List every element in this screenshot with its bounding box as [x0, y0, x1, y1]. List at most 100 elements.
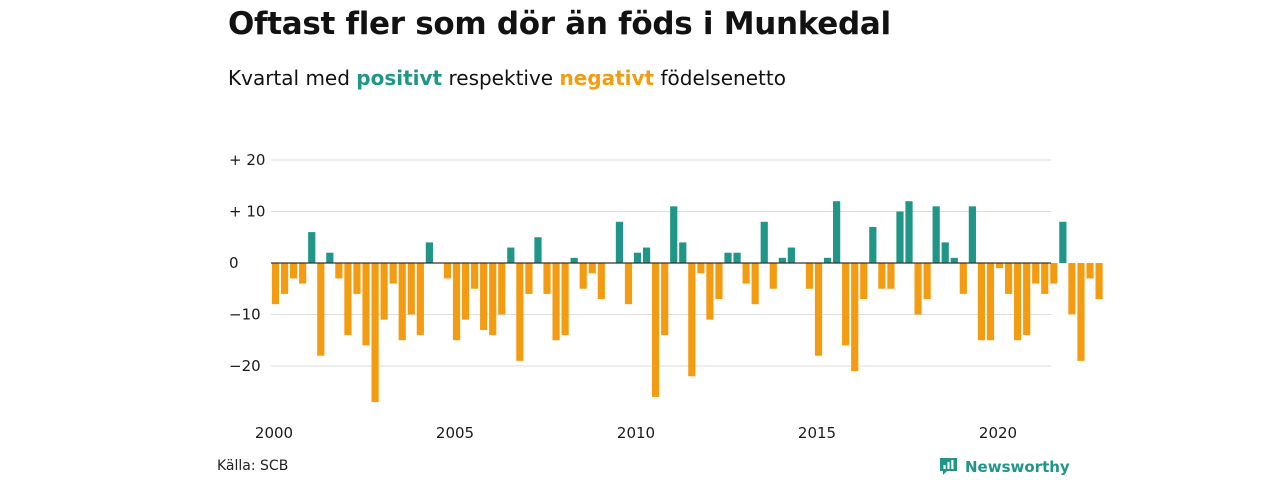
bar-negative: [1023, 263, 1031, 336]
chart-subtitle: Kvartal med positivt respektive negativt…: [228, 66, 786, 90]
bar-negative: [1095, 263, 1103, 300]
bar-negative: [624, 263, 633, 305]
y-tick-label: −10: [229, 306, 261, 324]
bar-negative: [344, 263, 352, 336]
bar-negative: [416, 263, 424, 336]
bar-negative: [471, 263, 479, 289]
subtitle-suffix: födelsenetto: [654, 66, 786, 90]
source-note: Källa: SCB: [217, 458, 289, 474]
bar-positive: [615, 221, 624, 263]
bar-negative: [860, 263, 868, 300]
bar-negative: [543, 263, 551, 294]
bar-negative: [1014, 263, 1022, 341]
x-tick-label: 2000: [255, 424, 293, 442]
bar-negative: [525, 263, 533, 294]
bar-positive: [724, 252, 732, 263]
bar-negative: [498, 263, 506, 315]
bar-negative: [652, 263, 660, 397]
bar-negative: [742, 263, 750, 284]
subtitle-middle: respektive: [442, 66, 560, 90]
bar-negative: [878, 263, 886, 289]
bar-negative: [299, 263, 307, 284]
bar-negative: [290, 263, 298, 279]
bar-negative: [1032, 263, 1040, 284]
bar-negative: [751, 263, 759, 305]
bar-positive: [833, 201, 841, 263]
bar-negative: [697, 263, 705, 274]
y-tick-label: + 20: [229, 151, 265, 169]
bar-negative: [280, 263, 289, 294]
bar-negative: [1041, 263, 1049, 294]
bar-negative: [317, 263, 325, 356]
bar-negative: [398, 263, 406, 341]
bar-negative: [443, 263, 452, 279]
bar-positive: [823, 257, 832, 263]
bar-negative: [561, 263, 569, 336]
bar-negative: [1004, 263, 1013, 294]
bar-positive: [326, 252, 334, 263]
x-tick-label: 2010: [617, 424, 655, 442]
bar-positive: [778, 257, 786, 263]
bar-negative: [597, 263, 605, 300]
bar-positive: [950, 257, 958, 263]
chart-title: Oftast fler som dör än föds i Munkedal: [228, 6, 891, 42]
bar-positive: [534, 237, 542, 263]
bar-negative: [389, 263, 397, 284]
bar-positive: [570, 257, 578, 263]
bar-negative: [353, 263, 361, 294]
bar-negative: [579, 263, 587, 289]
bar-negative: [271, 263, 280, 305]
bar-negative: [715, 263, 723, 300]
bar-negative: [489, 263, 497, 336]
bar-positive: [1059, 221, 1067, 263]
bar-negative: [814, 263, 823, 356]
bar-negative: [887, 263, 895, 289]
bar-positive: [425, 242, 433, 263]
bar-negative: [842, 263, 850, 346]
bar-negative: [452, 263, 461, 341]
bar-negative: [986, 263, 995, 341]
bar-negative: [805, 263, 814, 289]
bar-negative: [1050, 263, 1058, 284]
bar-negative: [335, 263, 343, 279]
x-tick-label: 2020: [979, 424, 1017, 442]
bar-positive: [507, 247, 515, 263]
bar-negative: [1077, 263, 1085, 361]
bar-positive: [733, 252, 741, 263]
bar-positive: [896, 211, 904, 263]
bar-positive: [760, 221, 768, 263]
bar-positive: [968, 206, 976, 263]
x-tick-label: 2015: [798, 424, 836, 442]
bar-negative: [959, 263, 967, 294]
subtitle-positive-word: positivt: [356, 66, 443, 90]
subtitle-prefix: Kvartal med: [228, 66, 357, 90]
y-tick-label: + 10: [229, 203, 265, 221]
bar-negative: [461, 263, 470, 320]
bar-negative: [923, 263, 931, 300]
bar-negative: [688, 263, 696, 377]
newsworthy-logo-icon: [940, 458, 957, 475]
y-tick-label: −20: [229, 357, 261, 375]
x-tick-label: 2005: [436, 424, 474, 442]
bar-negative: [371, 263, 379, 403]
bar-positive: [869, 226, 877, 263]
bar-negative: [851, 263, 859, 372]
bar-positive: [670, 206, 678, 263]
bar-negative: [1086, 263, 1094, 279]
brand-logo: Newsworthy: [938, 456, 1070, 477]
bar-negative: [706, 263, 714, 320]
bar-positive: [941, 242, 949, 263]
bar-negative: [362, 263, 370, 346]
bar-negative: [407, 263, 415, 315]
bar-positive: [905, 201, 913, 263]
bar-positive: [679, 242, 687, 263]
bar-negative: [661, 263, 669, 336]
brand-name: Newsworthy: [965, 457, 1070, 476]
bar-negative: [480, 263, 488, 330]
bar-negative: [588, 263, 596, 274]
y-tick-label: 0: [229, 254, 239, 272]
bar-positive: [787, 247, 795, 263]
bar-positive: [633, 252, 642, 263]
bar-negative: [380, 263, 388, 320]
